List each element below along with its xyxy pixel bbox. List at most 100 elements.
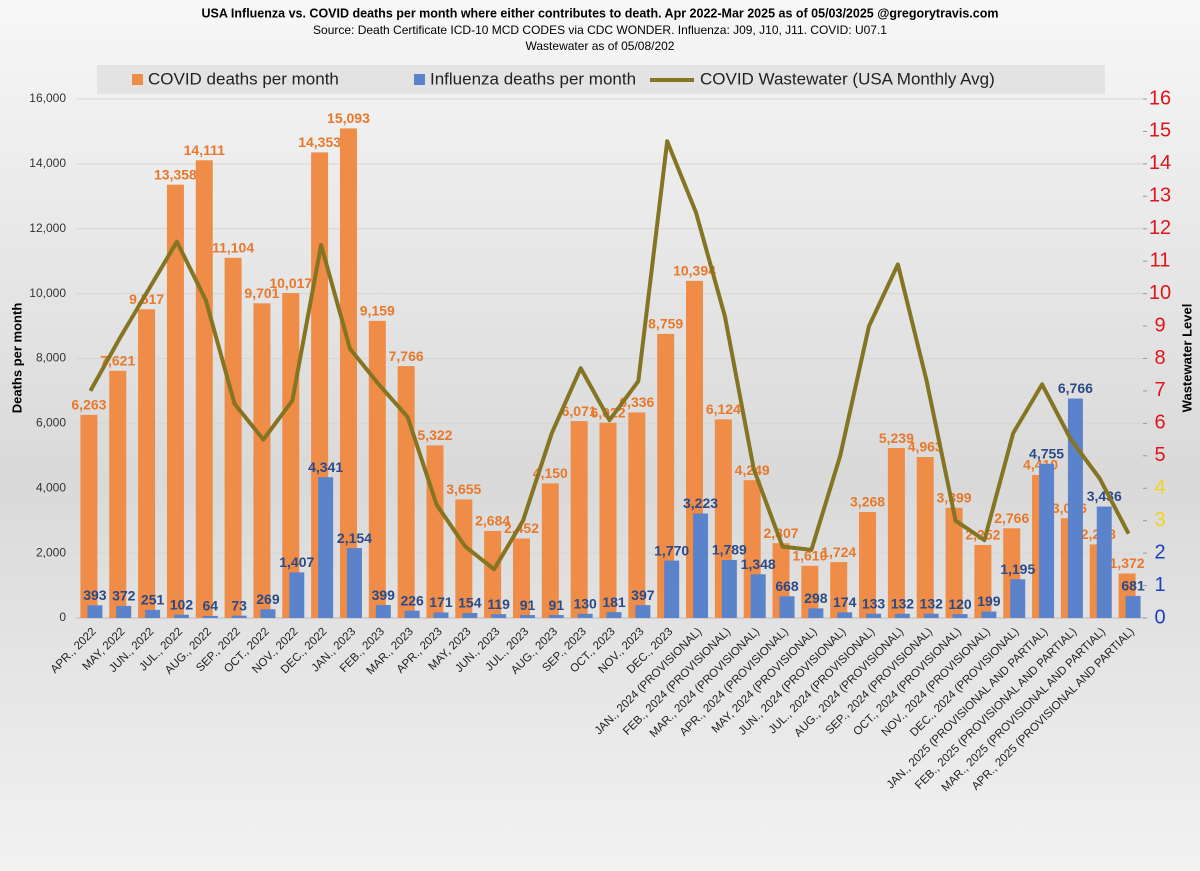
data-label: 102 bbox=[170, 596, 194, 612]
flu-bar bbox=[808, 608, 824, 618]
flu-bar bbox=[981, 611, 997, 618]
y-tick-label: 14,000 bbox=[29, 156, 66, 170]
y2-tick-label: 5 bbox=[1154, 444, 1165, 466]
flu-bar bbox=[1067, 398, 1083, 618]
data-label: 269 bbox=[256, 591, 280, 607]
data-label: 1,724 bbox=[821, 544, 856, 560]
covid-bar bbox=[887, 448, 905, 618]
chart-title: USA Influenza vs. COVID deaths per month… bbox=[202, 6, 999, 20]
data-label: 11,104 bbox=[212, 240, 254, 256]
flu-bar bbox=[837, 612, 853, 618]
y2-axis-label: Wastewater Level bbox=[1179, 304, 1194, 413]
flu-bar bbox=[577, 613, 593, 618]
covid-bar bbox=[484, 530, 502, 618]
legend-label: Influenza deaths per month bbox=[430, 69, 636, 88]
data-label: 4,341 bbox=[308, 459, 343, 475]
data-label: 5,239 bbox=[879, 430, 914, 446]
y2-tick-label: 11 bbox=[1150, 249, 1171, 271]
flu-bar bbox=[894, 613, 910, 618]
y2-tick-label: 10 bbox=[1149, 282, 1171, 304]
covid-bar bbox=[368, 320, 386, 618]
data-label: 4,963 bbox=[908, 439, 943, 455]
covid-bar bbox=[599, 422, 617, 618]
data-label: 14,353 bbox=[298, 134, 341, 150]
data-label: 199 bbox=[977, 593, 1001, 609]
y-tick-label: 0 bbox=[59, 610, 66, 624]
data-label: 3,655 bbox=[446, 481, 481, 497]
covid-bar bbox=[224, 257, 242, 618]
flu-bar bbox=[923, 613, 939, 618]
data-label: 3,268 bbox=[850, 494, 885, 510]
y-tick-label: 4,000 bbox=[36, 480, 66, 494]
flu-bar bbox=[87, 605, 103, 618]
flu-bar bbox=[750, 574, 766, 618]
data-label: 1,348 bbox=[741, 556, 776, 572]
legend-label: COVID deaths per month bbox=[148, 69, 339, 88]
y-tick-label: 6,000 bbox=[36, 416, 66, 430]
y-tick-label: 8,000 bbox=[36, 351, 66, 365]
y-tick-label: 2,000 bbox=[36, 545, 66, 559]
data-label: 399 bbox=[372, 587, 396, 603]
covid-bar bbox=[541, 483, 559, 618]
data-label: 681 bbox=[1121, 578, 1145, 594]
flu-bar bbox=[548, 615, 564, 618]
y2-tick-label: 16 bbox=[1149, 87, 1171, 109]
covid-bar bbox=[512, 538, 530, 618]
data-label: 1,610 bbox=[792, 547, 827, 563]
flu-bar bbox=[404, 610, 420, 618]
data-label: 2,766 bbox=[994, 510, 1029, 526]
data-label: 9,517 bbox=[129, 291, 164, 307]
covid-bar bbox=[80, 414, 98, 618]
covid-bar bbox=[166, 184, 184, 618]
data-label: 73 bbox=[231, 597, 247, 613]
data-label: 3,399 bbox=[937, 489, 972, 505]
data-label: 6,071 bbox=[562, 403, 597, 419]
data-label: 251 bbox=[141, 592, 165, 608]
flu-bar bbox=[375, 605, 391, 618]
covid-bar bbox=[397, 366, 415, 618]
data-label: 1,789 bbox=[712, 542, 747, 558]
flu-bar bbox=[606, 612, 622, 618]
y2-tick-label: 12 bbox=[1149, 217, 1171, 239]
data-label: 2,154 bbox=[337, 530, 372, 546]
y2-tick-label: 0 bbox=[1154, 606, 1165, 628]
legend-box bbox=[97, 65, 1105, 94]
data-label: 2,684 bbox=[475, 513, 510, 529]
covid-bar bbox=[282, 293, 300, 618]
covid-bar bbox=[830, 562, 848, 618]
data-label: 3,223 bbox=[683, 495, 718, 511]
data-label: 226 bbox=[400, 592, 424, 608]
covid-bar bbox=[916, 457, 934, 618]
covid-bar bbox=[628, 412, 646, 618]
data-label: 132 bbox=[891, 595, 915, 611]
flu-bar bbox=[1039, 463, 1055, 618]
flu-bar bbox=[952, 614, 968, 618]
flu-bar bbox=[462, 613, 478, 618]
data-label: 1,372 bbox=[1110, 555, 1145, 571]
covid-bar bbox=[426, 445, 444, 618]
data-label: 7,766 bbox=[389, 348, 424, 364]
data-label: 181 bbox=[602, 594, 626, 610]
legend-label: COVID Wastewater (USA Monthly Avg) bbox=[700, 69, 995, 88]
flu-bar bbox=[145, 609, 161, 618]
covid-bar bbox=[109, 370, 127, 618]
y-axis-label: Deaths per month bbox=[9, 303, 24, 414]
data-label: 4,755 bbox=[1029, 445, 1064, 461]
data-label: 9,159 bbox=[360, 303, 395, 319]
covid-bar bbox=[455, 499, 473, 618]
data-label: 298 bbox=[804, 590, 828, 606]
flu-bar bbox=[202, 615, 218, 618]
data-label: 174 bbox=[833, 594, 857, 610]
data-label: 120 bbox=[948, 596, 972, 612]
data-label: 372 bbox=[112, 588, 136, 604]
covid-bar bbox=[570, 421, 588, 618]
covid-bar bbox=[253, 303, 271, 618]
data-label: 1,195 bbox=[1000, 561, 1035, 577]
covid-bar bbox=[339, 128, 357, 618]
y-tick-label: 12,000 bbox=[29, 221, 66, 235]
flu-bar bbox=[260, 609, 276, 618]
data-label: 2,307 bbox=[764, 525, 799, 541]
flu-bar bbox=[1096, 506, 1112, 618]
legend-swatch bbox=[132, 74, 143, 85]
